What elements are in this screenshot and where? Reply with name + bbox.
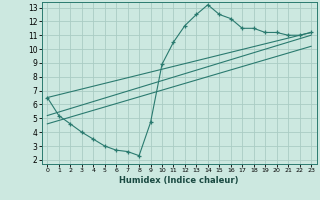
X-axis label: Humidex (Indice chaleur): Humidex (Indice chaleur) xyxy=(119,176,239,185)
